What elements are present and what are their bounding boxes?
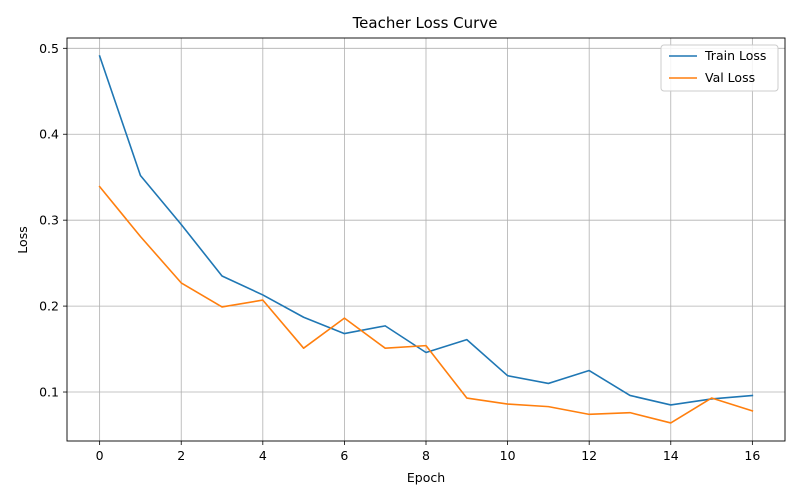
x-tick-label: 4: [259, 448, 267, 463]
legend-label-val-loss: Val Loss: [705, 70, 755, 85]
x-tick-label: 16: [744, 448, 760, 463]
grid: [67, 38, 785, 441]
series-line-train-loss: [98, 55, 754, 406]
x-axis-label: Epoch: [407, 470, 445, 485]
x-tick-label: 6: [340, 448, 348, 463]
y-tick-label: 0.1: [39, 385, 59, 400]
chart-title: Teacher Loss Curve: [352, 14, 498, 32]
x-tick-label: 8: [422, 448, 430, 463]
x-tick-label: 2: [177, 448, 185, 463]
y-tick-label: 0.4: [39, 127, 59, 142]
x-tick-label: 0: [96, 448, 104, 463]
legend: Train Loss Val Loss: [660, 44, 779, 92]
x-tick-label: 12: [581, 448, 597, 463]
y-tick-label: 0.5: [39, 41, 59, 56]
legend-label-train-loss: Train Loss: [704, 48, 766, 63]
x-tick-label: 10: [500, 448, 516, 463]
x-tick-label: 14: [663, 448, 679, 463]
x-axis-ticks: 0 2 4 6 8 10 12 14 16: [96, 441, 760, 463]
y-axis-ticks: 0.1 0.2 0.3 0.4 0.5: [39, 41, 67, 400]
series-lines: [98, 55, 754, 424]
series-line-val-loss: [98, 185, 754, 424]
y-tick-label: 0.2: [39, 299, 59, 314]
y-axis-label: Loss: [15, 226, 30, 253]
y-tick-label: 0.3: [39, 213, 59, 228]
